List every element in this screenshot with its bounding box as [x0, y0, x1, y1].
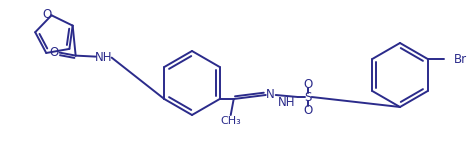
- Text: N: N: [266, 88, 275, 101]
- Text: CH₃: CH₃: [220, 116, 241, 126]
- Text: NH: NH: [95, 51, 112, 64]
- Text: O: O: [303, 77, 313, 91]
- Text: O: O: [42, 8, 51, 21]
- Text: Br: Br: [454, 52, 467, 65]
- Text: NH: NH: [278, 96, 296, 109]
- Text: O: O: [49, 46, 58, 59]
- Text: S: S: [304, 91, 312, 104]
- Text: O: O: [303, 104, 313, 117]
